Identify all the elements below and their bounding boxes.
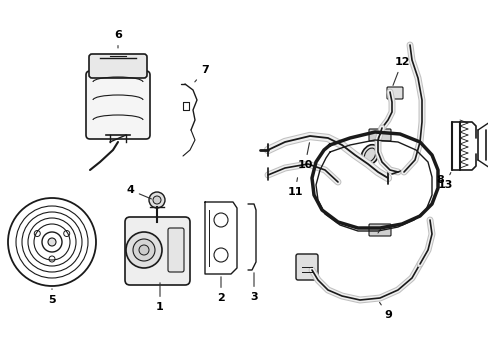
FancyBboxPatch shape <box>386 87 402 99</box>
Text: 10: 10 <box>297 143 312 170</box>
Text: 1: 1 <box>156 283 163 312</box>
Circle shape <box>214 213 227 227</box>
Text: 11: 11 <box>286 178 302 197</box>
Text: 7: 7 <box>194 65 208 82</box>
Circle shape <box>153 196 161 204</box>
Ellipse shape <box>364 148 375 162</box>
Text: 12: 12 <box>392 57 409 85</box>
FancyBboxPatch shape <box>125 217 190 285</box>
Text: 2: 2 <box>217 277 224 303</box>
Text: 6: 6 <box>114 30 122 48</box>
Text: 8: 8 <box>435 175 443 185</box>
Text: 13: 13 <box>436 172 452 190</box>
Circle shape <box>48 238 56 246</box>
Text: 5: 5 <box>48 289 56 305</box>
Circle shape <box>133 239 155 261</box>
Text: 3: 3 <box>250 273 257 302</box>
Text: 9: 9 <box>379 302 391 320</box>
Circle shape <box>149 192 164 208</box>
Circle shape <box>214 248 227 262</box>
Ellipse shape <box>361 145 378 165</box>
Text: 4: 4 <box>126 185 151 199</box>
FancyBboxPatch shape <box>168 228 183 272</box>
FancyBboxPatch shape <box>368 129 390 141</box>
FancyBboxPatch shape <box>89 54 147 78</box>
FancyBboxPatch shape <box>368 224 390 236</box>
Circle shape <box>139 245 149 255</box>
Circle shape <box>126 232 162 268</box>
FancyBboxPatch shape <box>295 254 317 280</box>
FancyBboxPatch shape <box>86 71 150 139</box>
